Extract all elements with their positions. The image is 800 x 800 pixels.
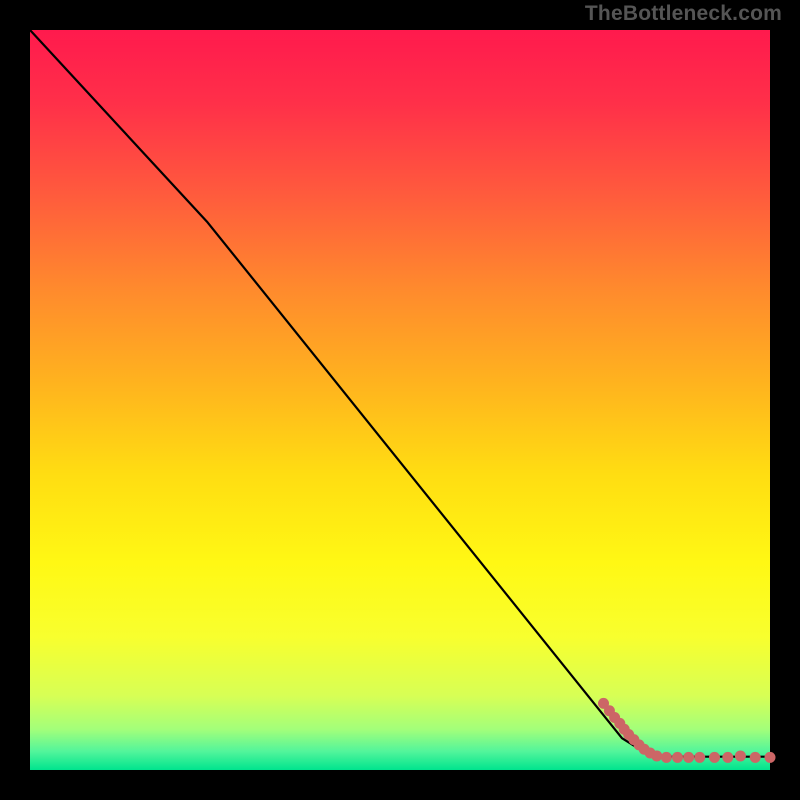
data-point: [709, 752, 720, 763]
data-point: [750, 752, 761, 763]
gradient-background: [30, 30, 770, 770]
data-point: [651, 750, 662, 761]
chart-stage: TheBottleneck.com: [0, 0, 800, 800]
data-point: [694, 752, 705, 763]
attribution-label: TheBottleneck.com: [585, 2, 782, 26]
data-point: [765, 752, 776, 763]
chart-svg: [0, 0, 800, 800]
data-point: [661, 752, 672, 763]
data-point: [722, 752, 733, 763]
data-point: [735, 750, 746, 761]
data-point: [683, 752, 694, 763]
data-point: [672, 752, 683, 763]
